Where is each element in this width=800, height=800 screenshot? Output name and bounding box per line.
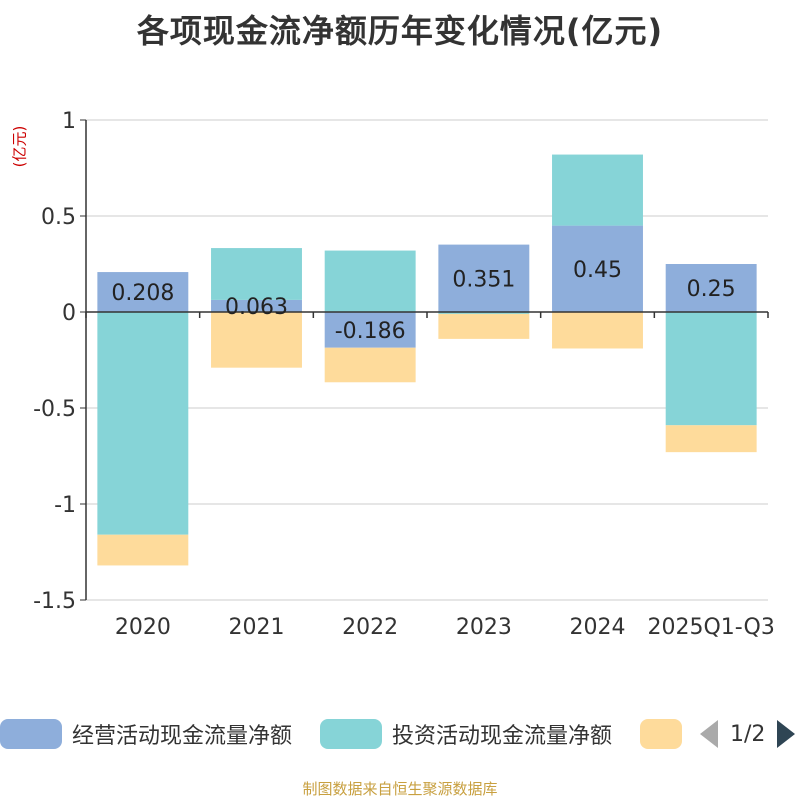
data-label-operating: 0.45 xyxy=(573,258,622,283)
bar-investing-2025Q1-Q3 xyxy=(665,312,757,426)
bar-investing-2023 xyxy=(438,312,530,314)
bar-financing-2023 xyxy=(438,313,530,339)
x-tick-label: 2021 xyxy=(229,615,285,640)
data-label-operating: 0.351 xyxy=(452,267,515,292)
bar-operating-2023 xyxy=(438,244,530,312)
y-tick-label: -1.5 xyxy=(33,589,76,614)
bar-financing-2022 xyxy=(324,347,416,383)
bar-investing-2020 xyxy=(97,312,189,535)
bar-financing-2020 xyxy=(97,534,189,566)
next-page-icon[interactable] xyxy=(777,720,796,748)
bar-chart: 1 0.5 0 -0.5 -1 -1.5 0.208 0.063 -0.186 0.351 0.45… xyxy=(33,109,775,640)
bar-investing-2022 xyxy=(324,250,416,312)
bar-operating-2024 xyxy=(552,225,643,312)
legend-label-operating: 经营活动现金流量净额 xyxy=(72,724,293,749)
legend-swatch-operating xyxy=(0,719,62,749)
bar-operating-2021 xyxy=(211,299,302,312)
data-label-operating: 0.208 xyxy=(111,281,174,306)
x-tick-label: 2023 xyxy=(456,615,512,640)
bar-financing-2024 xyxy=(552,312,643,349)
y-tick-label: 0.5 xyxy=(41,205,76,230)
prev-page-icon[interactable] xyxy=(700,720,718,748)
bar-investing-2021 xyxy=(211,248,302,300)
legend-label-investing: 投资活动现金流量净额 xyxy=(392,724,613,749)
legend-item-investing[interactable]: 投资活动现金流量净额 xyxy=(320,714,612,754)
data-label-operating: 0.25 xyxy=(687,277,736,302)
legend-pager: 1/2 xyxy=(700,714,796,754)
bar-operating-2022 xyxy=(324,312,416,348)
y-tick-label: 0 xyxy=(62,301,76,326)
y-tick-label: -0.5 xyxy=(33,397,76,422)
chart-title: 各项现金流净额历年变化情况(亿元) xyxy=(136,12,664,50)
bar-financing-2025Q1-Q3 xyxy=(665,425,757,453)
x-tick-label: 2020 xyxy=(115,615,171,640)
legend-item-financing[interactable] xyxy=(640,714,682,754)
data-label-operating: 0.063 xyxy=(225,295,288,320)
legend: 经营活动现金流量净额 投资活动现金流量净额 1/2 xyxy=(0,714,800,754)
bar-financing-2021 xyxy=(211,312,302,368)
bar-investing-2024 xyxy=(552,154,643,226)
x-tick-label: 2024 xyxy=(570,615,626,640)
bar-operating-2020 xyxy=(97,272,189,312)
legend-swatch-investing xyxy=(320,719,382,749)
y-tick-label: -1 xyxy=(54,493,76,518)
x-tick-label: 2022 xyxy=(342,615,398,640)
y-tick-label: 1 xyxy=(62,109,76,134)
legend-swatch-financing xyxy=(640,719,682,749)
bar-operating-2025Q1-Q3 xyxy=(665,264,757,312)
legend-item-operating[interactable]: 经营活动现金流量净额 xyxy=(0,714,292,754)
x-tick-label: 2025Q1-Q3 xyxy=(647,615,774,640)
data-label-operating: -0.186 xyxy=(335,319,406,344)
data-source-footer: 制图数据来自恒生聚源数据库 xyxy=(302,780,498,798)
legend-page-indicator: 1/2 xyxy=(730,721,766,747)
